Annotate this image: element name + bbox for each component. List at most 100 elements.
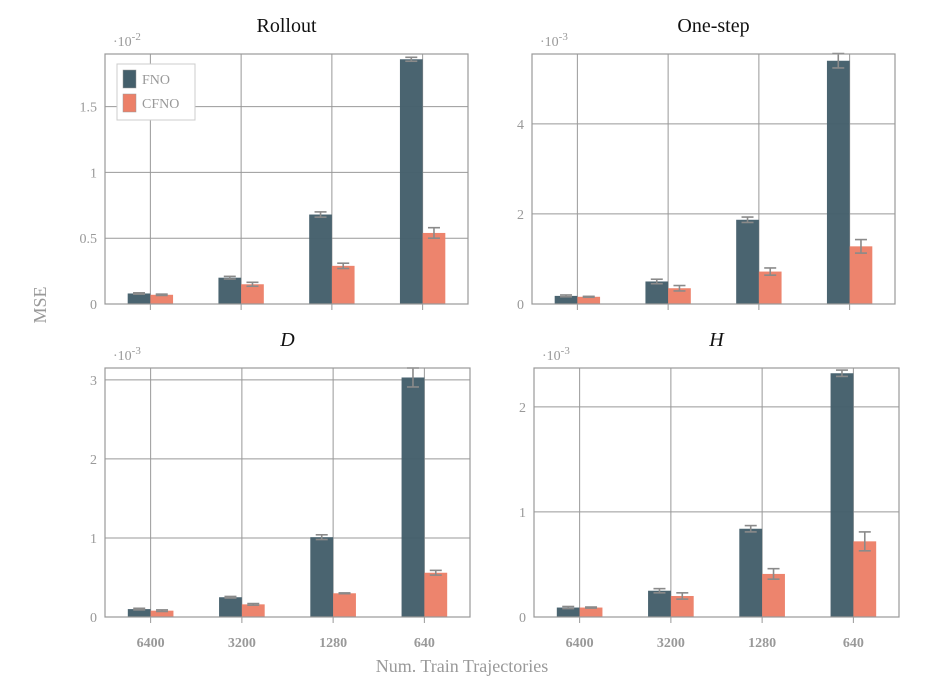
bar-cfno	[150, 294, 174, 304]
error-bar	[764, 267, 777, 276]
error-bar	[427, 226, 440, 240]
y-tick-label: 1	[90, 532, 97, 547]
error-bar	[246, 281, 259, 288]
subplot-title: H	[708, 329, 725, 351]
bar-cfno	[849, 246, 873, 304]
x-axis-label: Num. Train Trajectories	[376, 656, 549, 676]
bar-fno	[309, 214, 332, 304]
axes-frame	[104, 367, 471, 618]
error-bar	[858, 531, 871, 552]
error-bar	[156, 609, 169, 613]
error-bar	[767, 567, 780, 580]
error-bar	[133, 292, 146, 295]
error-bar	[223, 275, 236, 280]
bar-cfno	[333, 593, 356, 617]
subplot-0: 0 0.5 1 1.5 ·10-2 Rollout FNO CFNO	[80, 15, 469, 313]
error-bar	[314, 211, 327, 218]
bar-fno	[401, 377, 425, 617]
y-exponent-label: ·10-3	[542, 345, 570, 364]
x-tick-label: 1280	[748, 636, 776, 651]
error-bar	[560, 294, 573, 298]
subplot-title: D	[279, 329, 295, 351]
bar-fno	[219, 597, 242, 617]
legend-swatch-cfno	[122, 93, 137, 113]
legend-swatch-fno	[122, 69, 137, 89]
error-bar	[315, 533, 328, 541]
axes-frame	[531, 53, 896, 305]
bar-cfno	[241, 604, 265, 617]
error-bar	[429, 569, 442, 576]
bar-cfno	[241, 284, 264, 304]
x-tick-label: 3200	[228, 636, 256, 651]
bar-cfno	[668, 288, 691, 304]
x-tick-label: 6400	[566, 636, 594, 651]
error-bar	[155, 293, 168, 297]
bar-fno	[826, 60, 850, 304]
bar-fno	[830, 373, 854, 617]
bar-fno	[554, 295, 578, 304]
bar-fno	[310, 537, 334, 617]
error-bar	[744, 524, 757, 533]
legend: FNO CFNO	[116, 63, 196, 121]
subplot-2: 0 1 2 3 6400 3200 1280 640 ·10-3 D	[90, 329, 471, 651]
legend-label-fno: FNO	[142, 73, 170, 88]
error-bar	[405, 56, 418, 63]
error-bar	[741, 216, 754, 224]
subplot-title: Rollout	[256, 15, 316, 37]
x-tick-label: 3200	[657, 636, 685, 651]
bar-fno	[127, 609, 151, 617]
axes-frame	[533, 367, 900, 618]
bar-cfno	[150, 610, 174, 617]
x-tick-label: 640	[414, 636, 435, 651]
error-bar	[650, 278, 663, 285]
error-bar	[337, 262, 350, 270]
y-tick-label: 1	[90, 166, 97, 181]
y-tick-label: 2	[90, 453, 97, 468]
x-tick-label: 6400	[137, 636, 165, 651]
error-bar	[673, 284, 686, 292]
y-exponent-label: ·10-3	[113, 345, 141, 364]
bar-fno	[739, 528, 763, 617]
y-tick-label: 0.5	[80, 232, 98, 247]
y-exponent-label: ·10-3	[540, 31, 568, 50]
error-bar	[585, 606, 598, 609]
bar-fno	[648, 590, 671, 617]
x-tick-label: 640	[843, 636, 864, 651]
bar-cfno	[758, 271, 782, 304]
error-bar	[562, 605, 575, 610]
bar-cfno	[422, 232, 446, 304]
bar-fno	[127, 293, 151, 304]
y-axis-label: MSE	[30, 286, 50, 323]
bar-cfno	[853, 541, 877, 617]
error-bar	[676, 592, 689, 600]
error-bar	[338, 592, 351, 595]
y-tick-label: 0	[519, 611, 526, 626]
subplot-3: 0 1 2 6400 3200 1280 640 ·10-3 H	[519, 329, 900, 651]
bar-fno	[556, 607, 580, 617]
y-exponent-label: ·10-2	[113, 31, 141, 50]
bar-cfno	[579, 607, 603, 617]
error-bar	[133, 607, 146, 611]
error-bar	[247, 602, 260, 606]
subplot-1: 0 2 4 ·10-3 One-step	[517, 15, 896, 313]
y-tick-label: 0	[90, 298, 97, 313]
error-bar	[835, 369, 848, 378]
y-tick-label: 0	[90, 611, 97, 626]
x-tick-label: 1280	[319, 636, 347, 651]
bar-fno	[736, 219, 759, 304]
axes-frame	[104, 53, 469, 305]
bar-cfno	[762, 573, 785, 617]
y-tick-label: 1.5	[80, 101, 98, 116]
subplot-title: One-step	[677, 15, 749, 37]
bar-cfno	[577, 296, 601, 304]
y-tick-label: 2	[517, 208, 524, 223]
y-tick-label: 1	[519, 506, 526, 521]
bar-fno	[218, 277, 242, 304]
error-bar	[224, 595, 237, 599]
legend-label-cfno: CFNO	[142, 97, 179, 112]
bar-fno	[645, 281, 669, 304]
error-bar	[854, 238, 867, 254]
y-tick-label: 4	[517, 118, 524, 133]
y-tick-label: 2	[519, 401, 526, 416]
